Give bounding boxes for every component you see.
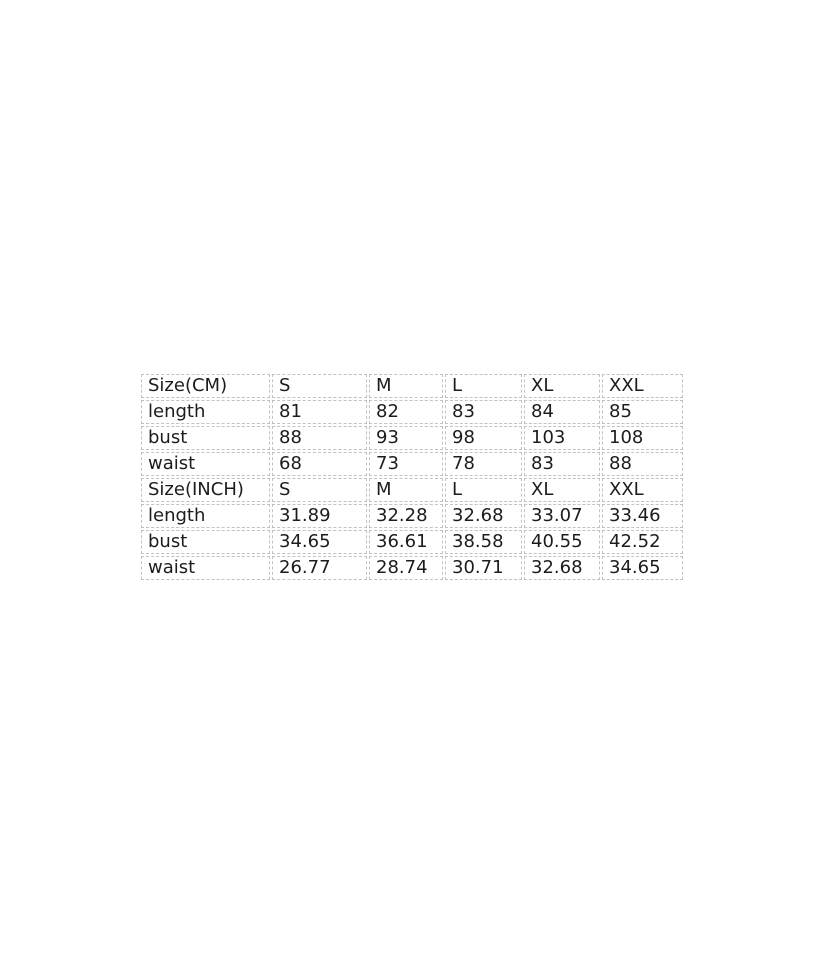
table-header-row: Size(CM) S M L XL XXL xyxy=(141,374,683,398)
size-header-cell: S xyxy=(272,478,367,502)
size-value-cell: 26.77 xyxy=(272,556,367,580)
size-value-cell: 93 xyxy=(369,426,443,450)
size-value-cell: 81 xyxy=(272,400,367,424)
table-row: length 81 82 83 84 85 xyxy=(141,400,683,424)
table-row: waist 26.77 28.74 30.71 32.68 34.65 xyxy=(141,556,683,580)
size-value-cell: 73 xyxy=(369,452,443,476)
size-chart-inch-title-cell: Size(INCH) xyxy=(141,478,270,502)
size-value-cell: 82 xyxy=(369,400,443,424)
size-value-cell: 103 xyxy=(524,426,600,450)
row-label-cell: bust xyxy=(141,530,270,554)
size-value-cell: 32.28 xyxy=(369,504,443,528)
size-value-cell: 36.61 xyxy=(369,530,443,554)
size-chart-inch-table: Size(INCH) S M L XL XXL length 31.89 32.… xyxy=(139,476,685,582)
size-value-cell: 32.68 xyxy=(524,556,600,580)
size-value-cell: 85 xyxy=(602,400,683,424)
row-label-cell: waist xyxy=(141,556,270,580)
size-value-cell: 42.52 xyxy=(602,530,683,554)
size-chart-cm-title-cell: Size(CM) xyxy=(141,374,270,398)
size-chart-cm-table: Size(CM) S M L XL XXL length 81 82 83 84… xyxy=(139,372,685,478)
size-value-cell: 40.55 xyxy=(524,530,600,554)
size-header-cell: XL xyxy=(524,478,600,502)
size-value-cell: 33.46 xyxy=(602,504,683,528)
size-value-cell: 32.68 xyxy=(445,504,522,528)
size-header-cell: S xyxy=(272,374,367,398)
size-value-cell: 34.65 xyxy=(602,556,683,580)
table-header-row: Size(INCH) S M L XL XXL xyxy=(141,478,683,502)
table-row: waist 68 73 78 83 88 xyxy=(141,452,683,476)
size-value-cell: 83 xyxy=(445,400,522,424)
row-label-cell: waist xyxy=(141,452,270,476)
size-value-cell: 30.71 xyxy=(445,556,522,580)
row-label-cell: length xyxy=(141,504,270,528)
size-chart: Size(CM) S M L XL XXL length 81 82 83 84… xyxy=(139,372,685,582)
size-header-cell: M xyxy=(369,374,443,398)
size-value-cell: 31.89 xyxy=(272,504,367,528)
row-label-cell: bust xyxy=(141,426,270,450)
table-row: bust 34.65 36.61 38.58 40.55 42.52 xyxy=(141,530,683,554)
size-header-cell: L xyxy=(445,478,522,502)
size-value-cell: 108 xyxy=(602,426,683,450)
size-header-cell: XXL xyxy=(602,478,683,502)
size-header-cell: XXL xyxy=(602,374,683,398)
size-value-cell: 88 xyxy=(602,452,683,476)
size-value-cell: 33.07 xyxy=(524,504,600,528)
size-header-cell: XL xyxy=(524,374,600,398)
size-value-cell: 34.65 xyxy=(272,530,367,554)
size-value-cell: 88 xyxy=(272,426,367,450)
size-value-cell: 84 xyxy=(524,400,600,424)
row-label-cell: length xyxy=(141,400,270,424)
size-value-cell: 98 xyxy=(445,426,522,450)
size-header-cell: L xyxy=(445,374,522,398)
size-value-cell: 78 xyxy=(445,452,522,476)
size-value-cell: 83 xyxy=(524,452,600,476)
size-value-cell: 38.58 xyxy=(445,530,522,554)
size-value-cell: 28.74 xyxy=(369,556,443,580)
size-header-cell: M xyxy=(369,478,443,502)
table-row: bust 88 93 98 103 108 xyxy=(141,426,683,450)
size-value-cell: 68 xyxy=(272,452,367,476)
table-row: length 31.89 32.28 32.68 33.07 33.46 xyxy=(141,504,683,528)
